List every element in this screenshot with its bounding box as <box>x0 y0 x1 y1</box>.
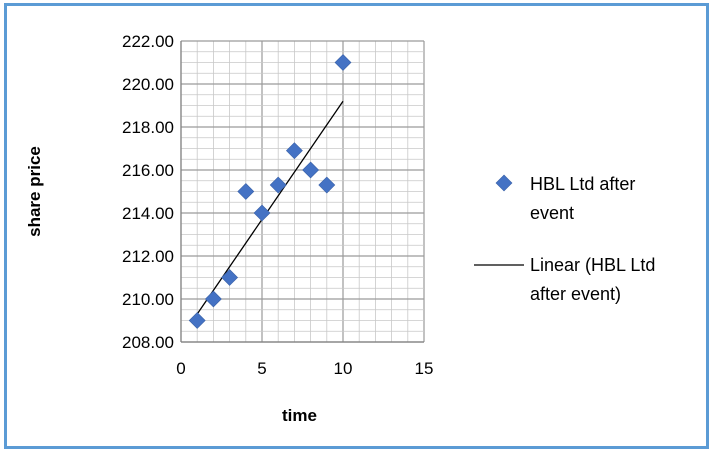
y-tick-label: 222.00 <box>122 32 174 51</box>
y-tick-label: 218.00 <box>122 118 174 137</box>
x-tick-label: 0 <box>176 359 185 378</box>
y-tick-label: 216.00 <box>122 161 174 180</box>
legend-label-trendline: Linear (HBL Ltd <box>530 255 655 275</box>
data-point <box>269 176 287 194</box>
x-tick-label: 5 <box>257 359 266 378</box>
x-tick-labels: 0 5 10 15 <box>176 359 433 378</box>
trendline <box>196 100 344 315</box>
trendline-layer <box>196 100 344 315</box>
data-point <box>221 269 239 286</box>
data-point <box>188 312 206 329</box>
data-points <box>188 54 352 329</box>
legend: HBL Ltd after event Linear (HBL Ltd after e… <box>474 174 655 304</box>
legend-label-series: HBL Ltd after <box>530 174 635 194</box>
data-point <box>237 183 255 200</box>
legend-diamond-icon <box>495 174 513 192</box>
data-point <box>253 204 271 222</box>
data-point <box>334 54 352 71</box>
axes <box>180 41 424 343</box>
data-point <box>285 142 303 160</box>
y-tick-label: 208.00 <box>122 333 174 352</box>
y-tick-label: 212.00 <box>122 247 174 266</box>
y-tick-labels: 208.00 210.00 212.00 214.00 216.00 218.00 220.… <box>122 32 174 352</box>
x-axis-title: time <box>282 406 317 425</box>
x-tick-label: 10 <box>334 359 353 378</box>
y-tick-label: 210.00 <box>122 290 174 309</box>
legend-label-series: event <box>530 203 574 223</box>
x-tick-label: 15 <box>415 359 434 378</box>
data-point <box>204 290 222 308</box>
chart-frame <box>4 3 709 449</box>
data-point <box>302 161 320 179</box>
y-tick-label: 214.00 <box>122 204 174 223</box>
legend-label-trendline: after event) <box>530 284 621 304</box>
y-axis-title: share price <box>25 146 44 237</box>
y-tick-label: 220.00 <box>122 75 174 94</box>
data-point <box>318 176 336 194</box>
